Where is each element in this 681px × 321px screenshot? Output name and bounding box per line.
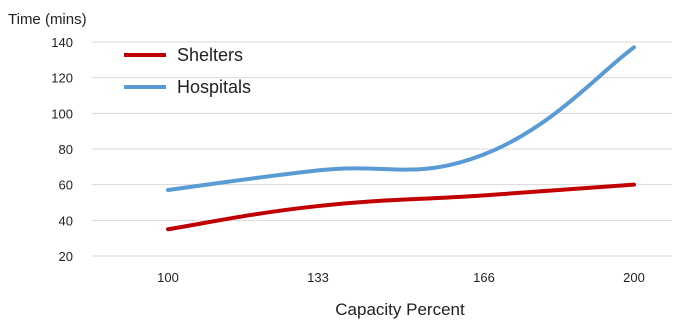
y-tick-label: 80 xyxy=(59,142,73,157)
y-axis-ticks: 20 40 60 80 100 120 140 xyxy=(51,35,73,264)
y-tick-label: 140 xyxy=(51,35,73,50)
x-tick-label: 200 xyxy=(623,270,645,285)
x-axis-label: Capacity Percent xyxy=(335,300,465,319)
series-line-shelters xyxy=(166,182,636,232)
legend: Shelters Hospitals xyxy=(124,45,251,97)
y-tick-label: 20 xyxy=(59,249,73,264)
y-tick-label: 100 xyxy=(51,106,73,121)
x-tick-label: 133 xyxy=(307,270,329,285)
legend-label: Shelters xyxy=(177,45,243,65)
legend-label: Hospitals xyxy=(177,77,251,97)
series-lines xyxy=(166,45,636,232)
x-tick-label: 100 xyxy=(157,270,179,285)
x-axis-ticks: 100 133 166 200 xyxy=(157,270,645,285)
gridlines xyxy=(92,41,672,257)
y-tick-label: 60 xyxy=(59,178,73,193)
y-axis-label: Time (mins) xyxy=(8,11,87,28)
series-line-hospitals xyxy=(166,45,636,193)
y-tick-label: 120 xyxy=(51,71,73,86)
x-tick-label: 166 xyxy=(473,270,495,285)
y-tick-label: 40 xyxy=(59,213,73,228)
